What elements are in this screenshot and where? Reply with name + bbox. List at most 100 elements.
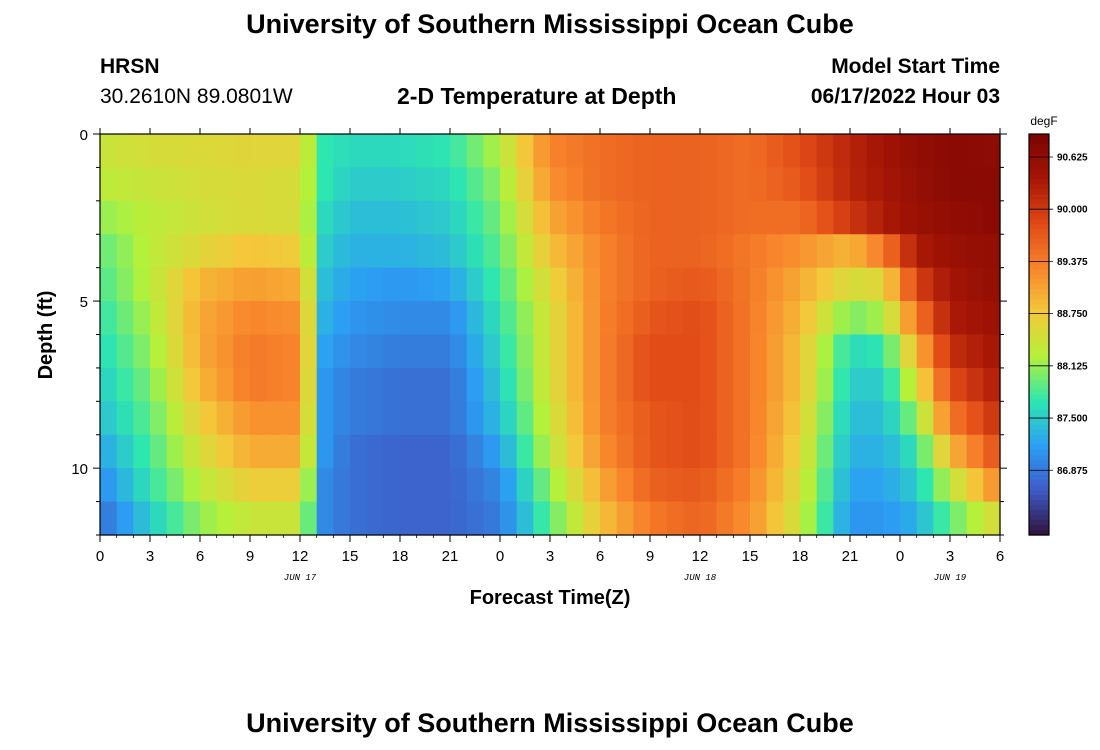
- heatmap-cell: [150, 501, 168, 536]
- heatmap-cell: [333, 367, 351, 402]
- heatmap-cell: [816, 267, 834, 302]
- heatmap-cell: [483, 401, 501, 436]
- heatmap-cell: [916, 334, 934, 369]
- heatmap-cell: [500, 134, 518, 169]
- heatmap-cell: [966, 267, 984, 302]
- colorbar-swatch: [1029, 259, 1049, 265]
- heatmap-cell: [716, 468, 734, 503]
- heatmap-cell: [950, 234, 968, 269]
- heatmap-cell: [266, 334, 284, 369]
- heatmap-cell: [633, 468, 651, 503]
- heatmap-cell: [833, 267, 851, 302]
- heatmap-cell: [833, 134, 851, 169]
- heatmap-cell: [550, 468, 568, 503]
- heatmap-cell: [883, 134, 901, 169]
- heatmap-cell: [666, 501, 684, 536]
- colorbar-swatch: [1029, 189, 1049, 195]
- heatmap-cell: [566, 200, 584, 235]
- heatmap-cell: [300, 267, 318, 302]
- heatmap-cell: [200, 267, 218, 302]
- colorbar-swatch: [1029, 239, 1049, 245]
- heatmap-cell: [483, 468, 501, 503]
- heatmap-cell: [216, 234, 234, 269]
- heatmap-cell: [683, 234, 701, 269]
- heatmap-cell: [100, 334, 118, 369]
- heatmap-cell: [233, 434, 251, 469]
- heatmap-cell: [216, 267, 234, 302]
- heatmap-cell: [700, 167, 718, 202]
- heatmap-cell: [900, 468, 918, 503]
- heatmap-cell: [733, 334, 751, 369]
- heatmap-cell: [633, 334, 651, 369]
- heatmap-cell: [983, 501, 1001, 536]
- heatmap-cell: [300, 134, 318, 169]
- heatmap-cell: [950, 134, 968, 169]
- heatmap-cell: [683, 134, 701, 169]
- heatmap-cell: [316, 200, 334, 235]
- heatmap-cell: [800, 167, 818, 202]
- heatmap-cell: [416, 468, 434, 503]
- heatmap-cell: [600, 301, 618, 336]
- heatmap-cell: [383, 167, 401, 202]
- heatmap-cell: [983, 468, 1001, 503]
- colorbar-swatch: [1029, 254, 1049, 260]
- heatmap-cell: [516, 367, 534, 402]
- heatmap-cell: [783, 501, 801, 536]
- heatmap-cell: [850, 401, 868, 436]
- heatmap-cell: [666, 367, 684, 402]
- heatmap-cell: [316, 234, 334, 269]
- heatmap-cell: [633, 234, 651, 269]
- heatmap-cell: [933, 200, 951, 235]
- heatmap-cell: [133, 434, 151, 469]
- heatmap-cell: [466, 334, 484, 369]
- heatmap-cell: [116, 401, 134, 436]
- heatmap-cell: [900, 434, 918, 469]
- heatmap-cell: [416, 267, 434, 302]
- heatmap-cell: [133, 167, 151, 202]
- heatmap-cell: [800, 234, 818, 269]
- y-tick-label: 0: [80, 127, 88, 144]
- heatmap-cell: [983, 134, 1001, 169]
- heatmap-cell: [100, 167, 118, 202]
- y-tick-label: 5: [80, 294, 88, 311]
- heatmap-cell: [650, 468, 668, 503]
- heatmap-cell: [233, 200, 251, 235]
- heatmap-cell: [700, 334, 718, 369]
- heatmap-cell: [833, 468, 851, 503]
- colorbar-swatch: [1029, 519, 1049, 526]
- heatmap-cell: [900, 301, 918, 336]
- heatmap-cell: [550, 167, 568, 202]
- heatmap-cell: [883, 401, 901, 436]
- heatmap-cell: [133, 468, 151, 503]
- colorbar-swatch: [1029, 134, 1049, 140]
- heatmap-cell: [866, 434, 884, 469]
- heatmap-cell: [450, 434, 468, 469]
- heatmap-cell: [416, 401, 434, 436]
- heatmap-cell: [900, 334, 918, 369]
- heatmap-cell: [566, 434, 584, 469]
- colorbar-swatch: [1029, 389, 1049, 396]
- heatmap-cell: [100, 234, 118, 269]
- heatmap-cell: [600, 334, 618, 369]
- heatmap-cell: [333, 401, 351, 436]
- heatmap-cell: [450, 367, 468, 402]
- heatmap-cell: [100, 434, 118, 469]
- heatmap-cell: [533, 468, 551, 503]
- heatmap-cell: [166, 234, 184, 269]
- colorbar-swatch: [1029, 274, 1049, 280]
- heatmap-cell: [583, 434, 601, 469]
- heatmap-cell: [800, 468, 818, 503]
- heatmap-cell: [883, 267, 901, 302]
- heatmap-cell: [116, 234, 134, 269]
- heatmap-cell: [533, 401, 551, 436]
- heatmap-cell: [466, 434, 484, 469]
- heatmap-cell: [350, 401, 368, 436]
- heatmap-cell: [433, 134, 451, 169]
- heatmap-cell: [483, 234, 501, 269]
- heatmap-cell: [866, 234, 884, 269]
- heatmap-cell: [866, 200, 884, 235]
- heatmap-cell: [383, 234, 401, 269]
- heatmap-cell: [966, 301, 984, 336]
- colorbar-swatch: [1029, 474, 1049, 481]
- heatmap-cell: [916, 267, 934, 302]
